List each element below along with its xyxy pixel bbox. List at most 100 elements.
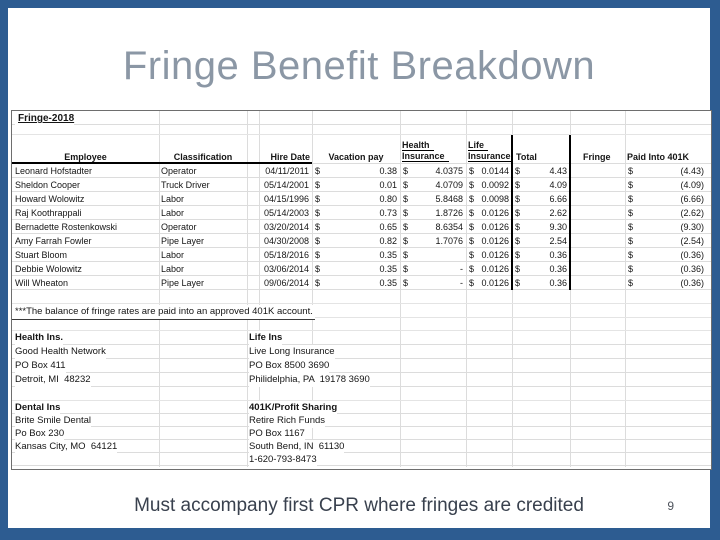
cell-paid-into-401k: $ (2.54) (628, 236, 704, 246)
cell-hire-date: 04/30/2008 (263, 236, 309, 246)
cell-gap (247, 234, 259, 248)
cell-vacation-pay: $0.35 (315, 264, 397, 274)
address-row: PO Box 411 PO Box 8500 3690 (12, 359, 711, 373)
cell-vacation-pay: $0.82 (315, 236, 397, 246)
cell-total: $0.36 (515, 278, 567, 288)
currency-symbol: $ (315, 236, 321, 246)
life-ins-pobox: PO Box 8500 3690 (249, 359, 330, 373)
cell-life-insurance: $0.0126 (469, 250, 509, 260)
cell-hire-date: 04/11/2011 (265, 166, 309, 176)
cell-classification: Labor (161, 264, 185, 274)
cell-health-insurance: $ - (403, 278, 463, 288)
cell-hire-date: 05/18/2016 (263, 250, 309, 260)
table-row: Stuart Bloom Labor 05/18/2016 $0.35 $ $0… (12, 248, 711, 262)
currency-symbol: $ (315, 278, 321, 288)
cell-health-insurance: $4.0375 (403, 166, 463, 176)
cell-fringe (570, 206, 625, 220)
cell-fringe (570, 248, 625, 262)
slide-caption: Must accompany first CPR where fringes a… (134, 495, 584, 516)
currency-symbol: $ (515, 222, 521, 232)
column-header-hire-date: Hire Date (270, 152, 310, 162)
401k-phone: 1-620-793-8473 (249, 453, 317, 467)
table-row: Raj Koothrappali Labor 05/14/2003 $0.73 … (12, 206, 711, 220)
currency-symbol: $ (628, 194, 634, 204)
health-ins-pobox: PO Box 411 (15, 359, 66, 373)
cell-health-insurance: $4.0709 (403, 180, 463, 190)
table-row: Will Wheaton Pipe Layer 09/06/2014 $0.35… (12, 276, 711, 290)
spacer-row (12, 125, 711, 135)
cell-hire-date: 03/20/2014 (263, 222, 309, 232)
cell-vacation-pay: $0.80 (315, 194, 397, 204)
currency-symbol: $ (515, 166, 521, 176)
sheet-title: Fringe-2018 (15, 112, 75, 126)
currency-symbol: $ (315, 208, 321, 218)
currency-symbol: $ (403, 180, 409, 190)
currency-symbol: $ (403, 222, 409, 232)
cell-employee: Bernadette Rostenkowski (15, 222, 118, 232)
dental-ins-city: Kansas City, MO 64121 (15, 440, 118, 454)
currency-symbol: $ (469, 236, 475, 246)
cell-gap (247, 220, 259, 234)
column-header-health-insurance: Health Insurance (400, 140, 466, 162)
slide: Fringe Benefit Breakdown Fringe-2018 Emp… (8, 8, 712, 528)
address-row: Detroit, MI 48232 Philidelphia, PA 19178… (12, 373, 711, 387)
life-ins-name: Live Long Insurance (249, 345, 335, 359)
currency-symbol: $ (315, 264, 321, 274)
spreadsheet-image: Fringe-2018 Employee Classification Hire… (11, 110, 712, 470)
cell-employee: Amy Farrah Fowler (15, 236, 92, 246)
currency-symbol: $ (315, 222, 321, 232)
cell-classification: Labor (161, 250, 185, 260)
address-row: Brite Smile Dental Retire Rich Funds (12, 414, 711, 428)
dental-ins-pobox: Po Box 230 (15, 427, 65, 441)
dental-ins-name: Brite Smile Dental (15, 414, 92, 428)
column-header-total: Total (516, 152, 537, 162)
spacer-row (12, 318, 711, 331)
cell-gap (247, 206, 259, 220)
column-header-life-insurance: Life Insurance (466, 140, 512, 162)
column-header-classification: Classification (173, 152, 233, 162)
address-row: Health Ins. Life Ins (12, 331, 711, 345)
cell-life-insurance: $0.0126 (469, 236, 509, 246)
cell-employee: Will Wheaton (15, 278, 69, 288)
cell-paid-into-401k: $ (6.66) (628, 194, 704, 204)
cell-vacation-pay: $0.01 (315, 180, 397, 190)
cell-total: $4.09 (515, 180, 567, 190)
cell-total: $0.36 (515, 264, 567, 274)
currency-symbol: $ (515, 236, 521, 246)
cell-employee: Raj Koothrappali (15, 208, 82, 218)
currency-symbol: $ (403, 166, 409, 176)
cell-employee: Leonard Hofstadter (15, 166, 93, 176)
address-row: 1-620-793-8473 (12, 453, 711, 467)
currency-symbol: $ (315, 166, 321, 176)
currency-symbol: $ (515, 180, 521, 190)
cell-vacation-pay: $0.38 (315, 166, 397, 176)
currency-symbol: $ (403, 236, 409, 246)
cell-paid-into-401k: $ (0.36) (628, 278, 704, 288)
column-header-vacation-pay: Vacation pay (328, 152, 384, 162)
cell-health-insurance: $8.6354 (403, 222, 463, 232)
life-ins-title: Life Ins (249, 331, 283, 345)
column-header-employee: Employee (64, 152, 107, 162)
dental-ins-title: Dental Ins (15, 401, 61, 415)
table-row: Debbie Wolowitz Labor 03/06/2014 $0.35 $… (12, 262, 711, 276)
life-ins-city: Philidelphia, PA 19178 3690 (249, 373, 370, 387)
currency-symbol: $ (628, 208, 634, 218)
table-row: Leonard Hofstadter Operator 04/11/2011 $… (12, 164, 711, 178)
spacer-row (12, 290, 711, 304)
cell-fringe (570, 262, 625, 276)
address-row: Dental Ins 401K/Profit Sharing (12, 401, 711, 415)
cell-gap (247, 192, 259, 206)
column-header-paid-into-401k: Paid Into 401K (627, 152, 690, 162)
currency-symbol: $ (628, 180, 634, 190)
cell-paid-into-401k: $ (9.30) (628, 222, 704, 232)
cell-health-insurance: $ (400, 248, 466, 262)
cell-total: $4.43 (515, 166, 567, 176)
address-row: Kansas City, MO 64121 South Bend, IN 611… (12, 440, 711, 454)
cell-fringe (570, 178, 625, 192)
cell-paid-into-401k: $ (4.43) (628, 166, 704, 176)
cell-classification: Truck Driver (161, 180, 210, 190)
sheet-title-row: Fringe-2018 (12, 111, 711, 126)
cell-classification: Labor (161, 194, 185, 204)
cell-fringe (570, 192, 625, 206)
page-number: 9 (667, 499, 674, 513)
